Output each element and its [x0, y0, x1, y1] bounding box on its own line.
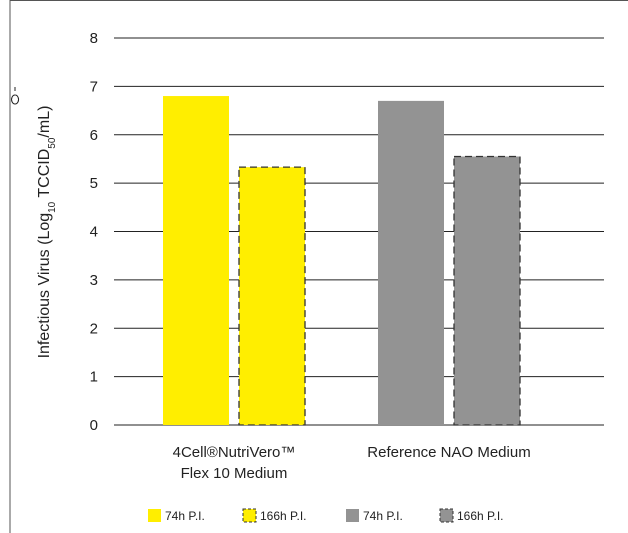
y-tick-label-8: 8 — [90, 30, 98, 47]
legend-swatch-3 — [439, 508, 454, 523]
legend-swatch-1 — [242, 508, 257, 523]
bar-nutrivero-74h — [163, 96, 229, 426]
category-label-1-line-0: Reference NAO Medium — [367, 444, 530, 461]
legend-label-2: 74h P.I. — [363, 509, 403, 523]
y-tick-label-0: 0 — [90, 417, 98, 434]
bar-reference-nao-74h — [378, 100, 444, 425]
y-tick-label-4: 4 — [90, 224, 98, 241]
axis-corner-mark — [11, 87, 20, 105]
category-label-0-line-1: Flex 10 Medium — [181, 465, 288, 482]
y-axis-title: Infectious Virus (Log10 TCCID50/mL) — [36, 106, 58, 359]
legend-label-1: 166h P.I. — [260, 509, 307, 523]
y-tick-label-6: 6 — [90, 127, 98, 144]
bar-reference-nao-166h — [453, 155, 521, 426]
legend-label-0: 74h P.I. — [165, 509, 205, 523]
bar-nutrivero-166h — [238, 166, 306, 426]
y-tick-label-3: 3 — [90, 272, 98, 289]
legend-swatch-2 — [346, 509, 359, 522]
y-tick-label-5: 5 — [90, 175, 98, 192]
y-tick-label-7: 7 — [90, 78, 98, 95]
category-label-0-line-0: 4Cell®NutriVero™ — [173, 444, 296, 461]
legend-label-3: 166h P.I. — [457, 509, 504, 523]
y-tick-label-2: 2 — [90, 320, 98, 337]
legend-swatch-0 — [148, 509, 161, 522]
y-tick-label-1: 1 — [90, 369, 98, 386]
